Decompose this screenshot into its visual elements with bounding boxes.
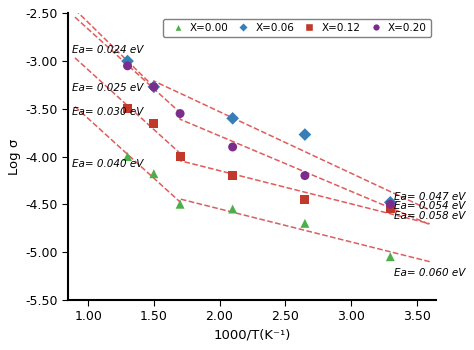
- Point: [386, 206, 394, 212]
- Point: [229, 144, 237, 150]
- Point: [150, 84, 157, 90]
- Text: Ea= 0.040 eV: Ea= 0.040 eV: [73, 159, 144, 169]
- Point: [229, 116, 237, 121]
- X-axis label: 1000/T(K⁻¹): 1000/T(K⁻¹): [214, 329, 291, 342]
- Text: Ea= 0.058 eV: Ea= 0.058 eV: [394, 211, 465, 221]
- Point: [301, 220, 309, 226]
- Point: [229, 206, 237, 212]
- Y-axis label: Log σ: Log σ: [9, 138, 21, 175]
- Point: [301, 197, 309, 202]
- Point: [386, 202, 394, 207]
- Text: Ea= 0.025 eV: Ea= 0.025 eV: [73, 83, 144, 93]
- Point: [150, 171, 157, 176]
- Text: Ea= 0.024 eV: Ea= 0.024 eV: [73, 44, 144, 55]
- Point: [176, 111, 184, 116]
- Text: Ea= 0.047 eV: Ea= 0.047 eV: [394, 191, 465, 202]
- Point: [301, 132, 309, 137]
- Point: [150, 120, 157, 126]
- Point: [150, 84, 157, 90]
- Legend: X=0.00, X=0.06, X=0.12, X=0.20: X=0.00, X=0.06, X=0.12, X=0.20: [163, 19, 431, 37]
- Point: [124, 106, 131, 112]
- Point: [176, 154, 184, 159]
- Point: [124, 154, 131, 159]
- Point: [386, 199, 394, 205]
- Point: [301, 173, 309, 178]
- Point: [229, 173, 237, 178]
- Point: [176, 202, 184, 207]
- Point: [124, 63, 131, 69]
- Point: [386, 254, 394, 260]
- Point: [124, 58, 131, 64]
- Text: Ea= 0.054 eV: Ea= 0.054 eV: [394, 201, 465, 211]
- Text: Ea= 0.030 eV: Ea= 0.030 eV: [73, 107, 144, 117]
- Text: Ea= 0.060 eV: Ea= 0.060 eV: [394, 268, 465, 278]
